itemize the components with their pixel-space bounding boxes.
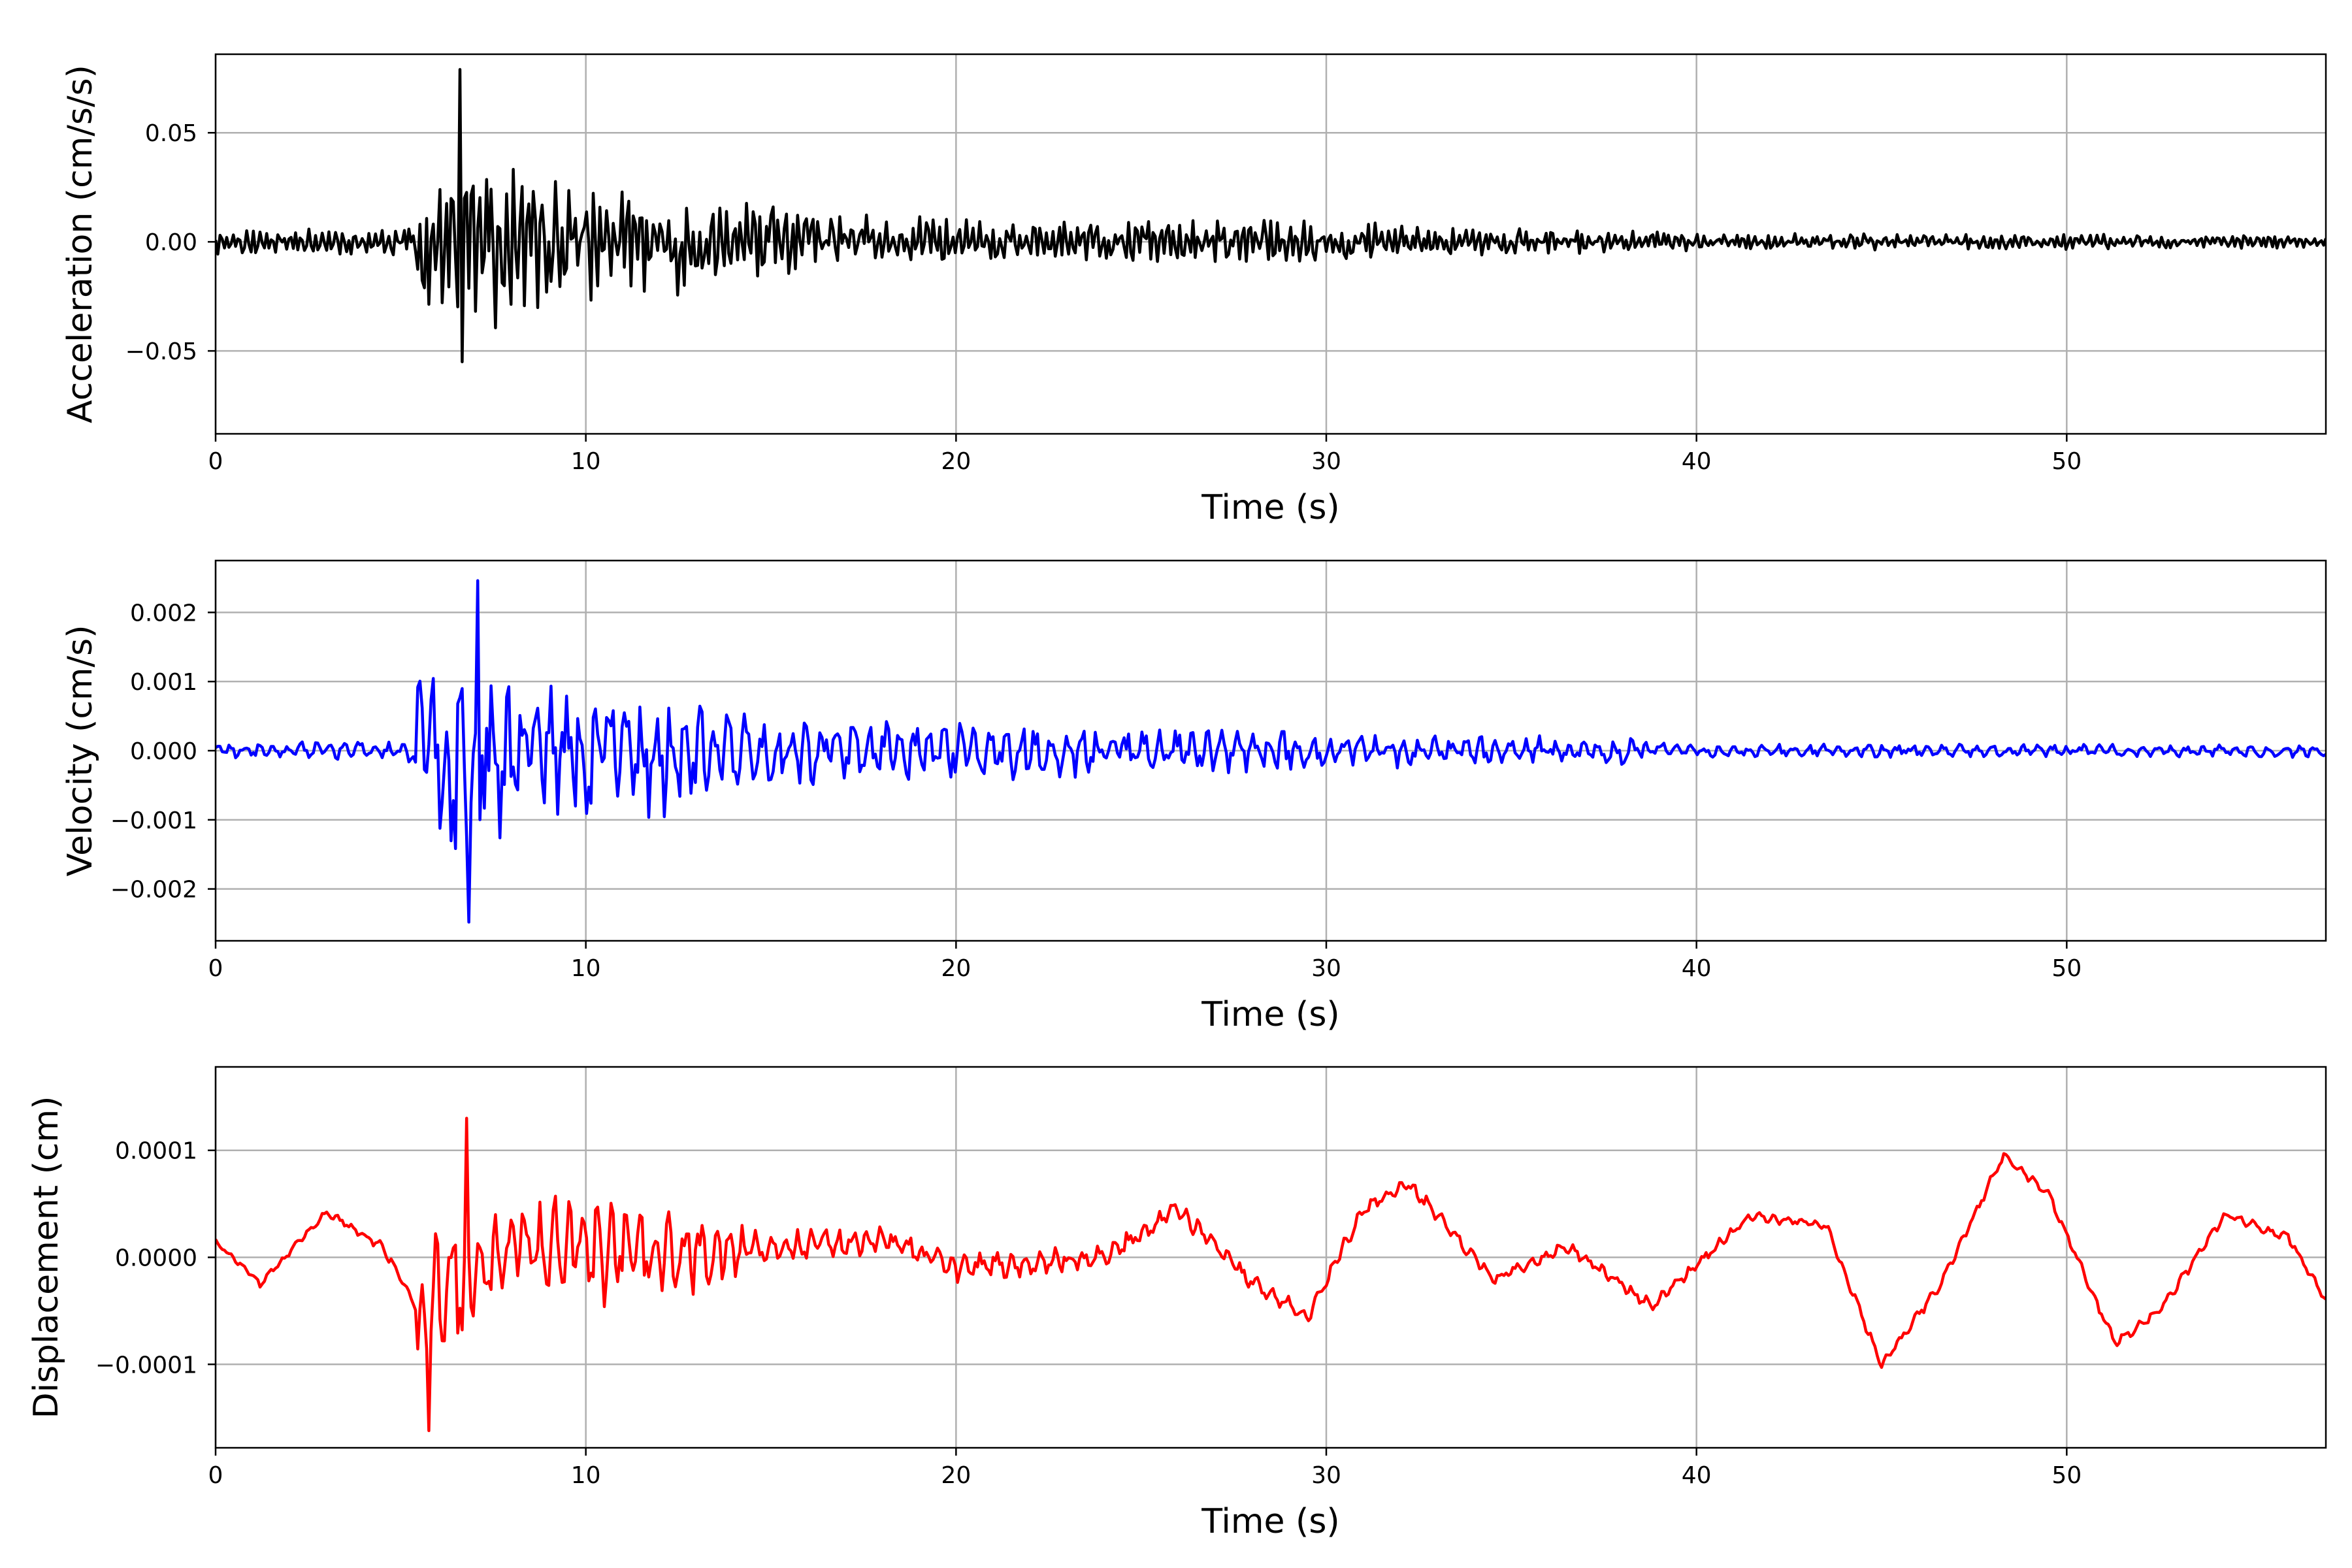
velocity-x-tick-label: 20 [941, 955, 971, 982]
velocity-panel: 0 10 20 30 40 50 −0.002 −0.001 0.000 0.001 0.002 Ti… [61, 559, 2327, 1034]
velocity-y-tick-label: −0.001 [110, 808, 197, 834]
acceleration-y-tick-label: −0.05 [125, 338, 197, 365]
acceleration-y-tick-label: 0.05 [145, 120, 197, 147]
velocity-x-tick-label: 30 [1311, 955, 1341, 982]
displacement-y-tick-label: 0.0000 [115, 1245, 197, 1272]
displacement-x-tick-label: 0 [208, 1462, 223, 1489]
acceleration-x-tick-label: 30 [1311, 448, 1341, 475]
velocity-y-tick-label: 0.001 [130, 669, 197, 696]
displacement-y-tick-label: 0.0001 [115, 1138, 197, 1165]
acceleration-series-line [216, 68, 2326, 364]
displacement-x-axis-label: Time (s) [1201, 1502, 1339, 1541]
acceleration-x-axis-label: Time (s) [1201, 488, 1339, 527]
velocity-y-tick-label: 0.000 [130, 738, 197, 765]
displacement-panel: 0 10 20 30 40 50 −0.0001 0.0000 0.0001 Time (s) Di… [27, 1066, 2327, 1541]
velocity-series-line [216, 579, 2326, 924]
acceleration-y-tick-label: 0.00 [145, 229, 197, 256]
acceleration-axes-frame [214, 53, 2327, 435]
acceleration-x-tick-label: 0 [208, 448, 223, 475]
velocity-x-tick-label: 10 [571, 955, 601, 982]
acceleration-panel: 0 10 20 30 40 50 −0.05 0.00 0.05 Time (s) Accelera… [61, 53, 2327, 527]
acceleration-x-tick-label: 10 [571, 448, 601, 475]
velocity-x-tick-label: 40 [1682, 955, 1712, 982]
velocity-y-tick-label: −0.002 [110, 877, 197, 904]
velocity-x-axis-label: Time (s) [1201, 995, 1339, 1034]
displacement-x-tick-label: 20 [941, 1462, 971, 1489]
displacement-x-tick-label: 30 [1311, 1462, 1341, 1489]
displacement-y-axis-label: Displacement (cm) [27, 1096, 66, 1419]
velocity-x-tick-label: 50 [2051, 955, 2082, 982]
acceleration-x-tick-label: 40 [1682, 448, 1712, 475]
displacement-y-tick-label: −0.0001 [95, 1352, 197, 1379]
acceleration-x-tick-label: 50 [2051, 448, 2082, 475]
velocity-y-tick-label: 0.002 [130, 600, 197, 627]
displacement-x-tick-label: 40 [1682, 1462, 1712, 1489]
displacement-x-tick-label: 50 [2051, 1462, 2082, 1489]
velocity-x-tick-label: 0 [208, 955, 223, 982]
displacement-x-tick-label: 10 [571, 1462, 601, 1489]
displacement-series-line [216, 1117, 2326, 1433]
acceleration-x-tick-label: 20 [941, 448, 971, 475]
acceleration-y-axis-label: Acceleration (cm/s/s) [61, 65, 100, 423]
velocity-y-axis-label: Velocity (cm/s) [61, 625, 100, 877]
